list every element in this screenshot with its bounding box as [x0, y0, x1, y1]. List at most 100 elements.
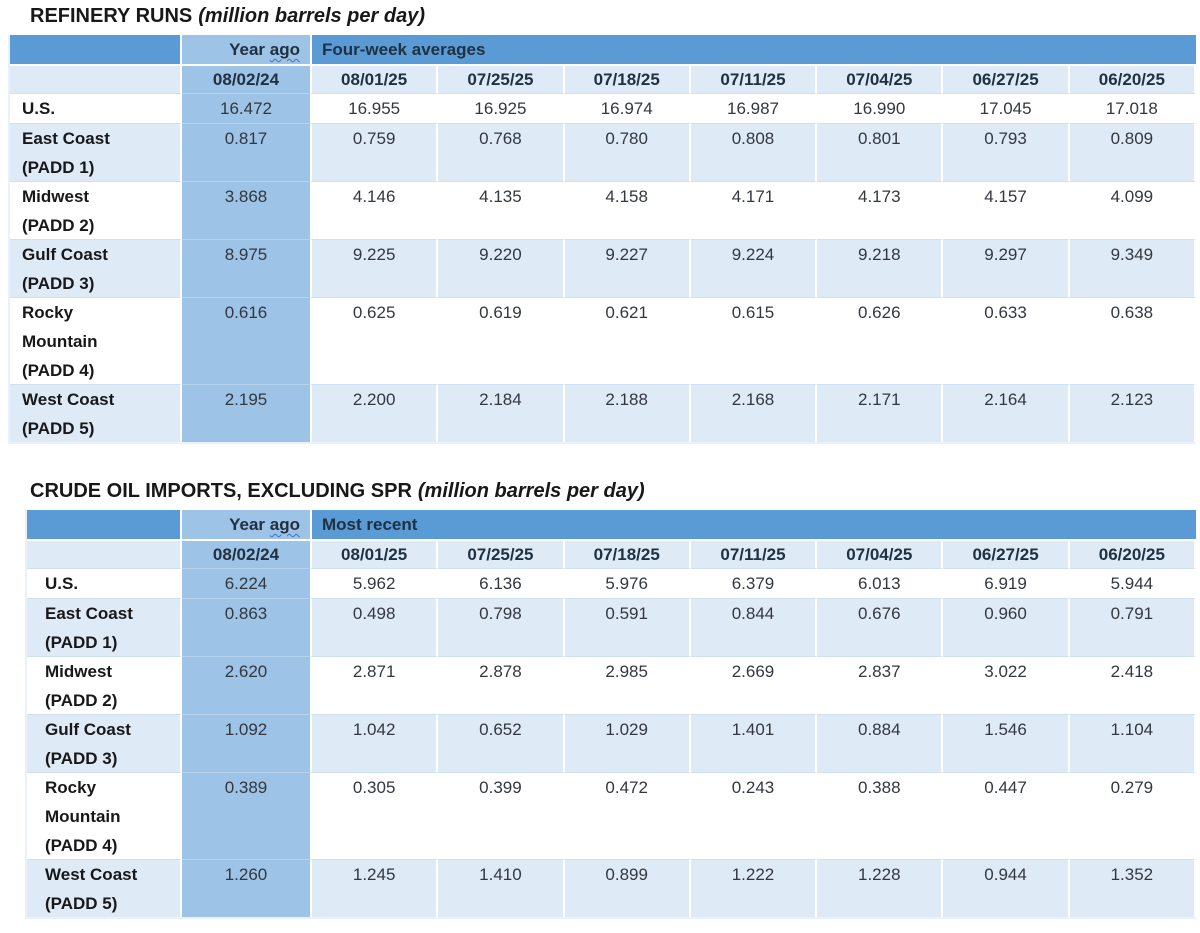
- year-ago-header: Year ago: [182, 35, 312, 64]
- table-corner-cell: [10, 35, 182, 64]
- value-cell: 9.220: [438, 239, 565, 297]
- row-label: Rocky Mountain (PADD 4): [10, 297, 182, 384]
- row-label-line: Mountain: [22, 332, 98, 351]
- value-cell: 17.018: [1069, 93, 1196, 123]
- table-title-text: REFINERY RUNS: [30, 5, 193, 27]
- year-ago-word-2-spellcheck: ago: [269, 515, 300, 534]
- value-cell: 2.184: [438, 384, 565, 442]
- value-cell: 0.676: [817, 598, 944, 656]
- row-label-line: West Coast: [22, 390, 115, 409]
- row-label-line: Mountain: [45, 807, 121, 826]
- value-cell: 9.225: [312, 239, 439, 297]
- year-ago-word-2-spellcheck: ago: [269, 40, 300, 59]
- year-ago-header: Year ago: [182, 510, 312, 539]
- year-ago-value: 0.863: [182, 598, 312, 656]
- refinery-runs-section: REFINERY RUNS (million barrels per day) Y…: [0, 5, 1200, 444]
- value-cell: 6.136: [438, 568, 565, 598]
- value-cell: 1.352: [1069, 859, 1196, 917]
- table-title-text: CRUDE OIL IMPORTS, EXCLUDING SPR: [30, 480, 412, 502]
- group-header: Most recent: [312, 510, 1196, 539]
- value-cell: 4.173: [817, 181, 944, 239]
- week-date-header: 07/25/25: [438, 64, 565, 93]
- refinery-runs-table: Year ago Four-week averages 08/02/24 08/01/…: [8, 35, 1196, 444]
- row-label-line: (PADD 4): [45, 836, 118, 855]
- row-label-line: Rocky: [22, 303, 74, 322]
- value-cell: 4.099: [1069, 181, 1196, 239]
- week-date-header: 06/27/25: [943, 64, 1070, 93]
- row-label: Rocky Mountain (PADD 4): [27, 772, 182, 859]
- value-cell: 2.171: [817, 384, 944, 442]
- week-date-header: 08/01/25: [312, 539, 439, 568]
- value-cell: 5.944: [1069, 568, 1196, 598]
- row-label-line: (PADD 2): [22, 216, 95, 235]
- row-label-line: West Coast: [45, 865, 138, 884]
- refinery-runs-title: REFINERY RUNS (million barrels per day): [0, 5, 1200, 28]
- row-label-line: (PADD 1): [45, 633, 118, 652]
- year-ago-value: 6.224: [182, 568, 312, 598]
- value-cell: 1.029: [564, 714, 691, 772]
- crude-oil-imports-table: Year ago Most recent 08/02/24 08/01/25 07/25…: [25, 510, 1196, 919]
- value-cell: 0.625: [312, 297, 439, 384]
- value-cell: 4.158: [564, 181, 691, 239]
- row-label-line: (PADD 2): [45, 691, 118, 710]
- value-cell: 9.297: [943, 239, 1070, 297]
- value-cell: 6.919: [943, 568, 1070, 598]
- row-label-line: East Coast: [45, 604, 133, 623]
- row-label-line: East Coast: [22, 129, 110, 148]
- value-cell: 0.899: [564, 859, 691, 917]
- value-cell: 0.801: [817, 123, 944, 181]
- week-date-header: 06/20/25: [1069, 64, 1196, 93]
- value-cell: 0.638: [1069, 297, 1196, 384]
- value-cell: 2.669: [690, 656, 818, 714]
- value-cell: 0.243: [690, 772, 818, 859]
- row-label-line: (PADD 3): [22, 274, 95, 293]
- value-cell: 4.146: [312, 181, 439, 239]
- row-label: Midwest (PADD 2): [10, 181, 182, 239]
- week-date-header: 06/27/25: [943, 539, 1070, 568]
- value-cell: 0.780: [564, 123, 691, 181]
- year-ago-date: 08/02/24: [182, 64, 312, 93]
- week-date-header: 07/04/25: [817, 64, 944, 93]
- value-cell: 2.168: [690, 384, 818, 442]
- value-cell: 4.157: [943, 181, 1070, 239]
- value-cell: 5.962: [312, 568, 439, 598]
- value-cell: 0.791: [1069, 598, 1196, 656]
- value-cell: 16.955: [312, 93, 439, 123]
- value-cell: 9.349: [1069, 239, 1196, 297]
- value-cell: 3.022: [943, 656, 1070, 714]
- week-date-header: 06/20/25: [1069, 539, 1196, 568]
- row-label: U.S.: [10, 93, 182, 123]
- value-cell: 2.878: [438, 656, 565, 714]
- row-label-line: U.S.: [22, 99, 56, 118]
- row-label-line: (PADD 1): [22, 158, 95, 177]
- value-cell: 4.171: [690, 181, 818, 239]
- row-label: Midwest (PADD 2): [27, 656, 182, 714]
- year-ago-value: 2.620: [182, 656, 312, 714]
- year-ago-value: 2.195: [182, 384, 312, 442]
- value-cell: 0.759: [312, 123, 439, 181]
- value-cell: 0.884: [817, 714, 944, 772]
- value-cell: 0.279: [1069, 772, 1196, 859]
- value-cell: 16.925: [438, 93, 565, 123]
- date-row-blank-cell: [10, 64, 182, 93]
- year-ago-value: 16.472: [182, 93, 312, 123]
- value-cell: 0.844: [690, 598, 818, 656]
- value-cell: 9.218: [817, 239, 944, 297]
- row-label-line: (PADD 4): [22, 361, 95, 380]
- value-cell: 2.418: [1069, 656, 1196, 714]
- row-label-line: U.S.: [45, 574, 79, 593]
- value-cell: 1.410: [438, 859, 565, 917]
- row-label: Gulf Coast (PADD 3): [27, 714, 182, 772]
- value-cell: 1.042: [312, 714, 439, 772]
- crude-oil-imports-title: CRUDE OIL IMPORTS, EXCLUDING SPR (million…: [0, 480, 1200, 503]
- value-cell: 0.615: [690, 297, 818, 384]
- year-ago-value: 0.389: [182, 772, 312, 859]
- value-cell: 0.621: [564, 297, 691, 384]
- date-row-blank-cell: [27, 539, 182, 568]
- value-cell: 6.013: [817, 568, 944, 598]
- week-date-header: 07/11/25: [690, 64, 818, 93]
- value-cell: 2.837: [817, 656, 944, 714]
- row-label-line: (PADD 5): [45, 894, 118, 913]
- row-label: U.S.: [27, 568, 182, 598]
- year-ago-value: 0.817: [182, 123, 312, 181]
